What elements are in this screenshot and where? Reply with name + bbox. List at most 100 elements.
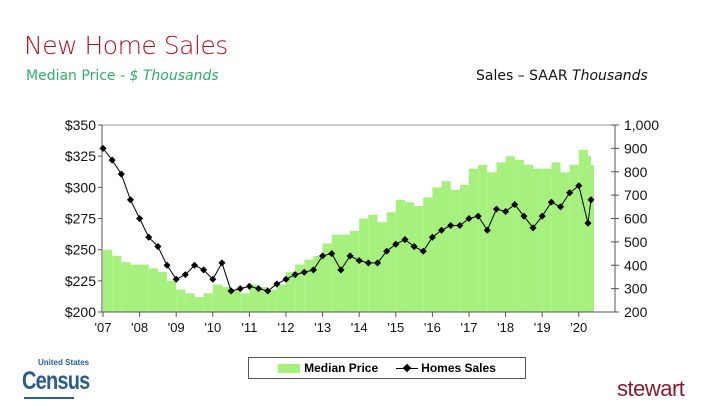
x-tick-label: '10 xyxy=(204,320,221,335)
price-bar xyxy=(377,222,387,312)
price-bar xyxy=(350,230,360,312)
sales-point xyxy=(447,221,455,230)
price-bar xyxy=(414,206,424,312)
price-bar xyxy=(569,164,579,312)
legend-swatch-sales xyxy=(396,364,419,373)
census-logo: United States Census xyxy=(22,358,92,404)
sales-point xyxy=(181,271,189,279)
price-bar xyxy=(295,264,305,312)
sales-point xyxy=(465,214,473,223)
price-bar xyxy=(130,264,140,312)
price-bar xyxy=(505,156,515,312)
price-bar xyxy=(194,297,204,312)
price-bar xyxy=(267,289,277,312)
sales-point xyxy=(282,275,290,283)
right-tick-label: 900 xyxy=(624,140,648,156)
price-bar xyxy=(432,187,442,312)
sales-point xyxy=(456,221,464,230)
sales-point xyxy=(474,212,482,220)
price-bar xyxy=(340,234,351,312)
legend-homes-sales: Homes Sales xyxy=(396,361,496,375)
left-tick-label: $300 xyxy=(65,179,96,195)
sales-point xyxy=(556,203,565,211)
legend-median-price: Median Price xyxy=(278,361,378,375)
sales-point xyxy=(520,212,528,220)
price-bar xyxy=(587,156,591,312)
sales-point xyxy=(502,207,510,216)
price-bar xyxy=(249,284,259,312)
sales-point xyxy=(300,268,308,276)
sales-point xyxy=(355,257,363,265)
right-tick-label: 600 xyxy=(624,211,648,227)
sales-point xyxy=(273,280,281,288)
price-bar xyxy=(212,284,222,312)
chart-title: New Home Sales xyxy=(24,31,228,60)
x-tick-label: '08 xyxy=(131,320,148,335)
sales-point xyxy=(190,261,199,269)
sales-point xyxy=(255,285,263,293)
x-tick-label: '11 xyxy=(241,320,257,335)
sales-point xyxy=(492,205,500,213)
right-subtitle-text: Sales – SAAR xyxy=(476,68,573,84)
price-bar xyxy=(591,164,594,312)
sales-point xyxy=(126,196,134,204)
x-tick-label: '07 xyxy=(95,320,112,335)
legend-label: Homes Sales xyxy=(421,361,496,375)
x-tick-label: '09 xyxy=(168,320,185,335)
sales-point xyxy=(309,266,317,274)
sales-point xyxy=(236,285,244,293)
x-tick-label: '16 xyxy=(424,320,441,335)
price-bar xyxy=(469,168,479,312)
sales-point xyxy=(575,182,583,190)
left-tick-label: $225 xyxy=(65,273,96,289)
x-tick-label: '19 xyxy=(534,320,551,335)
price-bar xyxy=(331,234,341,312)
sales-point xyxy=(401,236,409,244)
right-tick-label: 1,000 xyxy=(624,117,659,133)
sales-point xyxy=(364,259,372,267)
left-subtitle-unit: $ Thousands xyxy=(129,68,219,84)
sales-point xyxy=(108,156,116,164)
price-bar xyxy=(359,218,369,312)
sales-point xyxy=(209,275,217,283)
price-bar xyxy=(404,202,415,312)
left-tick-label: $275 xyxy=(65,211,96,227)
price-bar xyxy=(121,262,131,312)
sales-point xyxy=(264,287,272,295)
price-bar xyxy=(103,249,113,312)
price-bar xyxy=(276,284,286,312)
sales-point xyxy=(547,198,555,206)
price-bar xyxy=(221,287,232,312)
x-tick-label: '20 xyxy=(570,320,587,335)
census-logo-top: United States xyxy=(38,358,90,367)
legend: Median Price Homes Sales xyxy=(248,357,526,379)
price-bar xyxy=(304,259,314,312)
price-bar xyxy=(167,280,177,312)
sales-point xyxy=(383,247,391,255)
sales-point xyxy=(419,247,427,255)
price-bar xyxy=(514,159,524,312)
sales-point xyxy=(163,261,171,269)
sales-point xyxy=(483,226,491,234)
price-bar xyxy=(542,168,552,312)
price-bar xyxy=(157,272,168,312)
sales-point xyxy=(538,212,546,220)
sales-point xyxy=(245,282,253,290)
price-bar xyxy=(313,255,323,312)
price-bar xyxy=(395,199,405,312)
stewart-logo: stewart xyxy=(617,376,685,401)
right-tick-label: 800 xyxy=(624,164,648,180)
legend-swatch-price xyxy=(278,364,301,374)
sales-point xyxy=(392,240,400,248)
sales-point xyxy=(227,287,235,295)
sales-point xyxy=(200,266,208,274)
sales-point xyxy=(566,189,574,197)
right-tick-label: 700 xyxy=(624,187,648,203)
left-tick-label: $250 xyxy=(65,242,96,258)
left-axis-subtitle: Median Price - $ Thousands xyxy=(26,68,219,84)
sales-point xyxy=(373,259,382,267)
left-tick-label: $350 xyxy=(65,117,96,133)
right-axis-subtitle: Sales – SAAR Thousands xyxy=(476,68,648,84)
price-bar xyxy=(386,212,396,312)
